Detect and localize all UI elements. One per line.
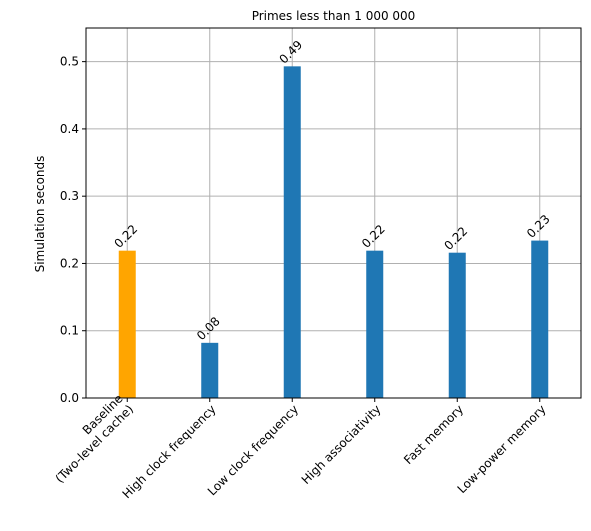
axes [82, 27, 582, 402]
bar [448, 252, 466, 398]
data-label-text: 0.08 [194, 314, 223, 343]
x-tick-label: High associativity [299, 402, 384, 487]
chart-title: Primes less than 1 000 000 [252, 9, 416, 23]
bar [283, 66, 301, 398]
x-tick-label: High clock frequency [120, 402, 219, 501]
bar [531, 240, 549, 398]
data-label-text: 0.49 [276, 38, 305, 67]
x-tick-text: Low-power memory [455, 402, 549, 496]
x-tick-line: Low-power memory [455, 402, 549, 496]
y-tick-label: 0.3 [60, 189, 79, 203]
bar [201, 342, 219, 398]
x-tick-label: Low clock frequency [205, 402, 301, 498]
x-tick-line: High clock frequency [120, 402, 219, 501]
bar [366, 250, 384, 398]
plot-frame [85, 27, 582, 399]
y-tick-label: 0.1 [60, 324, 79, 338]
data-label-text: 0.23 [524, 212, 553, 241]
x-tick-text: Fast memory [401, 402, 466, 467]
data-label-text: 0.22 [359, 222, 388, 251]
x-tick-label: Baseline(Two-level cache) [42, 391, 137, 485]
x-tick-text: High clock frequency [120, 402, 219, 501]
data-label: 0.22 [111, 222, 140, 251]
y-tick-label: 0.2 [60, 256, 79, 270]
x-tick-line: Fast memory [401, 402, 466, 467]
y-tick-label: 0.5 [60, 55, 79, 69]
x-tick-text: Low clock frequency [205, 402, 301, 498]
data-label: 0.08 [194, 314, 223, 343]
x-tick-text: High associativity [299, 402, 384, 487]
data-label: 0.22 [359, 222, 388, 251]
data-label-text: 0.22 [111, 222, 140, 251]
x-tick-text: Baseline(Two-level cache) [42, 391, 136, 485]
x-tick-label: Low-power memory [455, 402, 549, 496]
y-axis-label: Simulation seconds [33, 156, 47, 273]
x-tick-line: High associativity [299, 402, 384, 487]
x-tick-line: Low clock frequency [205, 402, 301, 498]
data-label: 0.23 [524, 212, 553, 241]
grid-lines [86, 28, 581, 399]
data-label-text: 0.22 [441, 224, 470, 253]
bar [118, 250, 136, 398]
x-tick-label: Fast memory [401, 402, 466, 467]
y-tick-label: 0.4 [60, 122, 79, 136]
y-tick-label: 0.0 [60, 391, 79, 405]
data-label: 0.49 [276, 38, 305, 67]
data-label: 0.22 [441, 224, 470, 253]
bars [118, 66, 549, 398]
